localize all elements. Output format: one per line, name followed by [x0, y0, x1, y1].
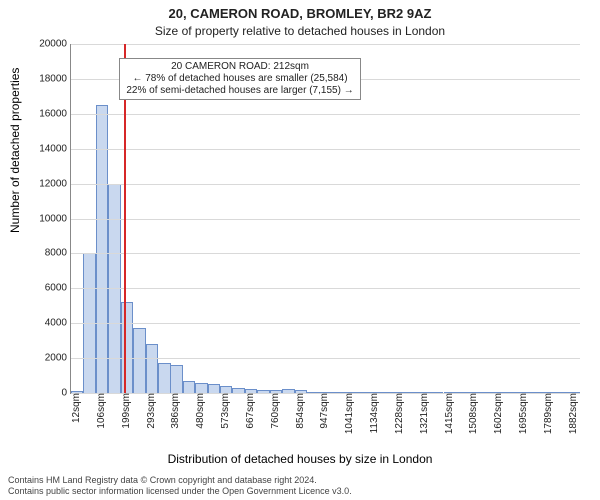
x-tick-label: 1602sqm — [491, 393, 504, 434]
y-tick-label: 12000 — [39, 178, 71, 189]
x-tick-label: 947sqm — [317, 393, 330, 429]
gridline — [71, 358, 580, 359]
footer: Contains HM Land Registry data © Crown c… — [8, 475, 592, 496]
gridline — [71, 253, 580, 254]
x-tick-label: 480sqm — [193, 393, 206, 429]
x-tick-label: 1041sqm — [342, 393, 355, 434]
x-axis-label: Distribution of detached houses by size … — [0, 452, 600, 466]
x-tick-label: 199sqm — [119, 393, 132, 429]
gridline — [71, 323, 580, 324]
x-tick-label: 106sqm — [94, 393, 107, 429]
x-tick-label: 667sqm — [243, 393, 256, 429]
gridline — [71, 288, 580, 289]
x-tick-label: 1321sqm — [417, 393, 430, 434]
y-tick-label: 8000 — [45, 248, 71, 259]
plot-inner: 0200040006000800010000120001400016000180… — [70, 44, 580, 394]
y-tick-label: 2000 — [45, 353, 71, 364]
gridline — [71, 149, 580, 150]
y-axis-label: Number of detached properties — [8, 68, 22, 233]
histogram-bar — [133, 328, 145, 393]
gridline — [71, 184, 580, 185]
x-tick-label: 386sqm — [168, 393, 181, 429]
x-tick-label: 1134sqm — [367, 393, 380, 433]
gridline — [71, 44, 580, 45]
x-tick-label: 1508sqm — [466, 393, 479, 434]
annotation-box: 20 CAMERON ROAD: 212sqm← 78% of detached… — [119, 58, 360, 100]
x-tick-label: 1789sqm — [541, 393, 554, 434]
annotation-line: 22% of semi-detached houses are larger (… — [126, 85, 353, 97]
histogram-bar — [195, 383, 207, 393]
histogram-bar — [170, 365, 182, 393]
x-tick-label: 12sqm — [69, 393, 82, 423]
chart-container: { "chart": { "type": "histogram", "title… — [0, 0, 600, 500]
plot-area: 0200040006000800010000120001400016000180… — [70, 44, 580, 394]
y-tick-label: 10000 — [39, 213, 71, 224]
histogram-bar — [146, 344, 158, 393]
histogram-bar — [220, 386, 232, 393]
chart-subtitle: Size of property relative to detached ho… — [0, 24, 600, 38]
histogram-bar — [183, 381, 195, 393]
histogram-bar — [158, 363, 170, 393]
x-tick-label: 1882sqm — [566, 393, 579, 434]
histogram-bar — [121, 302, 133, 393]
annotation-line: ← 78% of detached houses are smaller (25… — [126, 73, 353, 85]
y-tick-label: 14000 — [39, 143, 71, 154]
y-tick-label: 4000 — [45, 318, 71, 329]
gridline — [71, 114, 580, 115]
x-tick-label: 1695sqm — [516, 393, 529, 434]
gridline — [71, 219, 580, 220]
x-tick-label: 760sqm — [268, 393, 281, 429]
y-tick-label: 6000 — [45, 283, 71, 294]
x-tick-label: 1415sqm — [442, 393, 455, 434]
footer-line-1: Contains HM Land Registry data © Crown c… — [8, 475, 592, 485]
footer-line-2: Contains public sector information licen… — [8, 486, 592, 496]
x-tick-label: 1228sqm — [392, 393, 405, 434]
annotation-line: 20 CAMERON ROAD: 212sqm — [126, 61, 353, 73]
histogram-bar — [208, 384, 220, 393]
y-tick-label: 16000 — [39, 108, 71, 119]
y-tick-label: 18000 — [39, 73, 71, 84]
x-tick-label: 573sqm — [218, 393, 231, 429]
chart-title: 20, CAMERON ROAD, BROMLEY, BR2 9AZ — [0, 6, 600, 21]
x-tick-label: 854sqm — [293, 393, 306, 429]
y-tick-label: 20000 — [39, 39, 71, 50]
x-tick-label: 293sqm — [144, 393, 157, 429]
